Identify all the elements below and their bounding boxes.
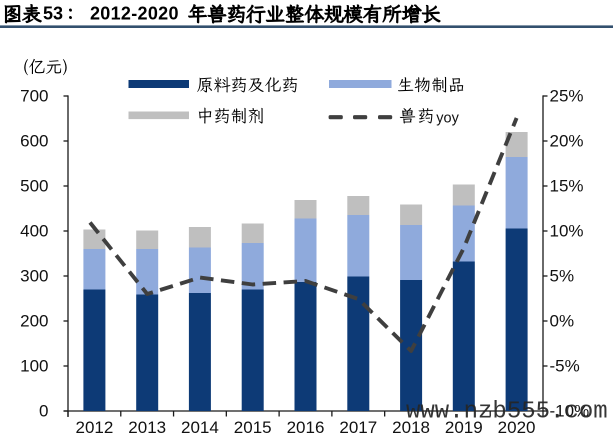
svg-text:500: 500	[20, 177, 48, 196]
svg-text:100: 100	[20, 357, 48, 376]
svg-text:2020: 2020	[498, 418, 536, 437]
svg-text:10%: 10%	[550, 222, 584, 241]
svg-text:400: 400	[20, 222, 48, 241]
svg-text:0%: 0%	[550, 312, 575, 331]
svg-text:0: 0	[39, 402, 48, 421]
svg-text:5%: 5%	[550, 267, 575, 286]
svg-text:2014: 2014	[181, 418, 219, 437]
svg-text:2015: 2015	[234, 418, 272, 437]
svg-text:www.nzb555.com: www.nzb555.com	[406, 399, 608, 426]
svg-text:2018: 2018	[392, 418, 430, 437]
svg-text:2019: 2019	[445, 418, 483, 437]
svg-text:-10%: -10%	[550, 402, 590, 421]
svg-text:2017: 2017	[339, 418, 377, 437]
svg-text:300: 300	[20, 267, 48, 286]
svg-text:2012-2020: 2012-2020	[90, 3, 179, 23]
svg-text:200: 200	[20, 312, 48, 331]
svg-text:-5%: -5%	[550, 357, 580, 376]
svg-text:53: 53	[43, 3, 63, 23]
svg-text:600: 600	[20, 132, 48, 151]
svg-text:2012: 2012	[75, 418, 113, 437]
svg-text:25%: 25%	[550, 87, 584, 106]
svg-text:20%: 20%	[550, 132, 584, 151]
svg-text:700: 700	[20, 87, 48, 106]
svg-text:15%: 15%	[550, 177, 584, 196]
svg-text:2016: 2016	[287, 418, 325, 437]
svg-text:yoy: yoy	[436, 110, 459, 126]
svg-text:2013: 2013	[128, 418, 166, 437]
